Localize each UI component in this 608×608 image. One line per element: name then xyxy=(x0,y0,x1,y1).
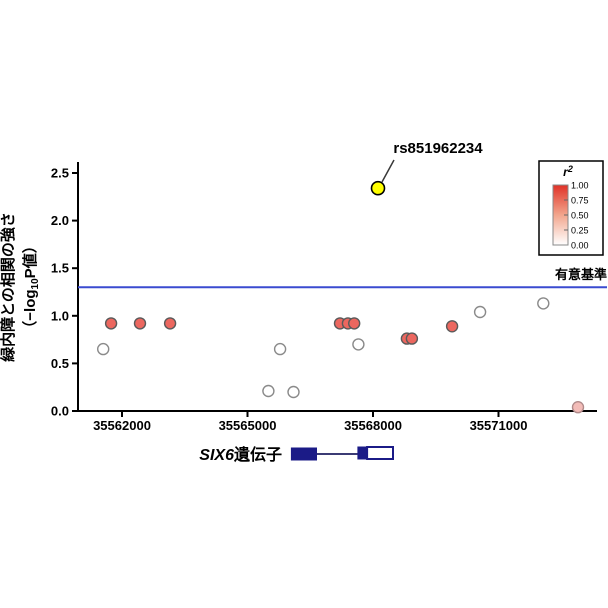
snp-point xyxy=(405,332,419,345)
snp-point xyxy=(133,317,147,330)
threshold-label: 有意基準 xyxy=(555,267,607,282)
snp-point xyxy=(287,385,300,399)
snp-point xyxy=(348,317,361,330)
snp-point xyxy=(96,342,110,356)
snp-point xyxy=(537,297,550,310)
legend-labels: 1.00 0.75 0.50 0.25 0.00 xyxy=(571,181,589,251)
gene-track: SIX6遺伝子 xyxy=(199,445,395,464)
y-tick-label: 0.0 xyxy=(51,404,69,419)
r2-legend: r2 1.00 0.75 0.50 0.25 0.00 xyxy=(538,160,604,256)
snp-point xyxy=(445,320,459,333)
x-axis-ticks: 35562000 35565000 35568000 35571000 xyxy=(93,411,527,433)
x-tick-label: 35571000 xyxy=(470,418,528,433)
snp-point xyxy=(273,342,287,356)
y-axis-title-line2: （−log10P値） xyxy=(21,238,41,335)
legend-label: 0.75 xyxy=(571,196,589,206)
gene-exon1 xyxy=(290,447,317,461)
y-tick-label: 2.5 xyxy=(51,166,69,181)
y-tick-label: 0.5 xyxy=(51,356,69,371)
snp-point xyxy=(571,401,585,414)
y-tick-label: 2.0 xyxy=(51,213,69,228)
y-axis-ticks: 0.0 0.5 1.0 1.5 2.0 2.5 xyxy=(51,166,78,419)
legend-ticks xyxy=(564,199,568,231)
lead-snp-point xyxy=(370,180,386,196)
gene-label: SIX6遺伝子 xyxy=(199,445,282,464)
y-axis: 0.0 0.5 1.0 1.5 2.0 2.5 緑内障との相関の強さ （−log10P値） xyxy=(0,162,79,419)
snp-point xyxy=(262,384,275,398)
legend-title: r2 xyxy=(563,164,573,179)
x-tick-label: 35568000 xyxy=(344,418,402,433)
x-axis: 35562000 35565000 35568000 35571000 xyxy=(78,410,597,433)
lead-snp-label: rs851962234 xyxy=(393,140,483,157)
legend-label: 0.00 xyxy=(571,241,589,251)
snp-point xyxy=(473,305,487,319)
gene-exon2-utr xyxy=(366,446,395,460)
x-tick-label: 35562000 xyxy=(93,418,151,433)
snp-point xyxy=(104,317,118,330)
legend-label: 0.25 xyxy=(571,226,589,236)
lead-snp-annotation: rs851962234 xyxy=(381,140,483,183)
y-axis-title-line1: 緑内障との相関の強さ xyxy=(0,212,17,362)
x-tick-label: 35565000 xyxy=(219,418,277,433)
y-tick-label: 1.5 xyxy=(51,261,69,276)
snp-point xyxy=(163,317,177,330)
significance-threshold: 有意基準 xyxy=(78,267,607,289)
gene-exon2-cds xyxy=(357,446,368,460)
snp-point xyxy=(352,338,365,351)
annotation-leader-line xyxy=(381,159,395,183)
data-points xyxy=(96,180,585,414)
legend-label: 0.50 xyxy=(571,211,589,221)
y-tick-label: 1.0 xyxy=(51,308,69,323)
legend-label: 1.00 xyxy=(571,181,589,191)
